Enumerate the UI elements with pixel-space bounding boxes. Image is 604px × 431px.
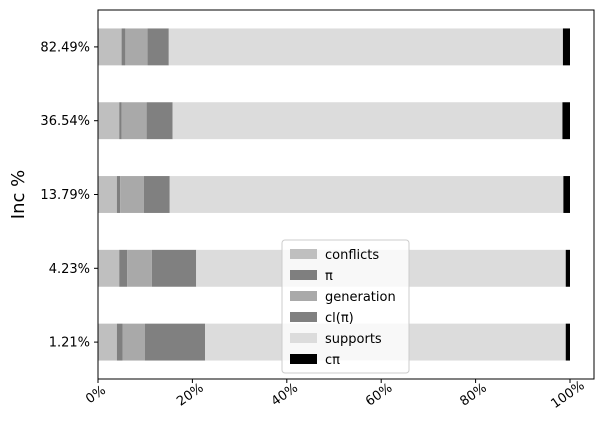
bar-segment-3-1 bbox=[151, 249, 197, 287]
legend-swatch bbox=[290, 270, 317, 280]
legend-swatch bbox=[290, 291, 317, 301]
legend-label: conflicts bbox=[325, 248, 379, 263]
bars-group bbox=[98, 28, 570, 361]
bar-segment-4-4 bbox=[168, 28, 563, 66]
bar-segment-0-4 bbox=[98, 28, 122, 66]
bar-segment-2-1 bbox=[127, 249, 152, 287]
bar-segment-5-1 bbox=[565, 249, 570, 287]
legend-label: supports bbox=[325, 332, 382, 347]
legend-swatch bbox=[290, 249, 317, 259]
y-tick-label: 13.79% bbox=[40, 188, 90, 203]
y-tick-label: 82.49% bbox=[40, 40, 90, 55]
bar-segment-3-3 bbox=[146, 102, 173, 140]
x-tick-label: 0% bbox=[83, 383, 108, 407]
bar-segment-5-3 bbox=[562, 102, 570, 140]
y-tick-label: 1.21% bbox=[49, 336, 90, 351]
y-tick-label: 4.23% bbox=[49, 262, 90, 277]
bar-segment-1-3 bbox=[119, 102, 122, 140]
bar-segment-1-4 bbox=[121, 28, 126, 66]
legend-swatch bbox=[290, 312, 317, 322]
x-tick-label: 100% bbox=[548, 378, 587, 412]
bar-segment-2-2 bbox=[120, 176, 144, 213]
legend-label: cl(π) bbox=[325, 311, 354, 326]
bar-segment-1-2 bbox=[116, 176, 121, 213]
x-tick-label: 80% bbox=[457, 381, 489, 410]
y-axis-label: Inc % bbox=[8, 170, 29, 219]
bar-segment-0-2 bbox=[98, 176, 117, 213]
y-axis: 1.21% 4.23% 13.79% 36.54% 82.49% bbox=[40, 40, 98, 351]
bar-segment-5-4 bbox=[562, 28, 570, 66]
legend-swatch bbox=[290, 333, 317, 343]
bar-segment-4-3 bbox=[172, 102, 563, 140]
bar-segment-1-0 bbox=[116, 323, 123, 361]
bar-segment-3-2 bbox=[143, 176, 170, 213]
y-tick-label: 36.54% bbox=[40, 114, 90, 129]
bar-segment-0-0 bbox=[98, 323, 117, 361]
legend-label: π bbox=[325, 269, 333, 284]
x-axis: 0% 20% 40% 60% 80% 100% bbox=[83, 378, 587, 412]
bar-segment-2-3 bbox=[121, 102, 147, 140]
bar-segment-1-1 bbox=[119, 249, 128, 287]
bar-segment-3-4 bbox=[147, 28, 169, 66]
legend-label: generation bbox=[325, 290, 396, 305]
bar-segment-0-3 bbox=[98, 102, 120, 140]
bar-segment-2-4 bbox=[125, 28, 148, 66]
x-tick-label: 20% bbox=[174, 381, 206, 410]
bar-segment-5-2 bbox=[563, 176, 570, 213]
x-tick-label: 40% bbox=[269, 381, 301, 410]
legend-swatch bbox=[290, 354, 317, 364]
bar-segment-4-2 bbox=[169, 176, 564, 213]
bar-segment-0-1 bbox=[98, 249, 120, 287]
bar-segment-2-0 bbox=[122, 323, 145, 361]
legend-label: cπ bbox=[325, 353, 340, 368]
legend: conflicts π generation cl(π) supports cπ bbox=[281, 239, 410, 374]
bar-segment-5-0 bbox=[565, 323, 570, 361]
x-tick-label: 60% bbox=[363, 381, 395, 410]
bar-segment-3-0 bbox=[144, 323, 206, 361]
